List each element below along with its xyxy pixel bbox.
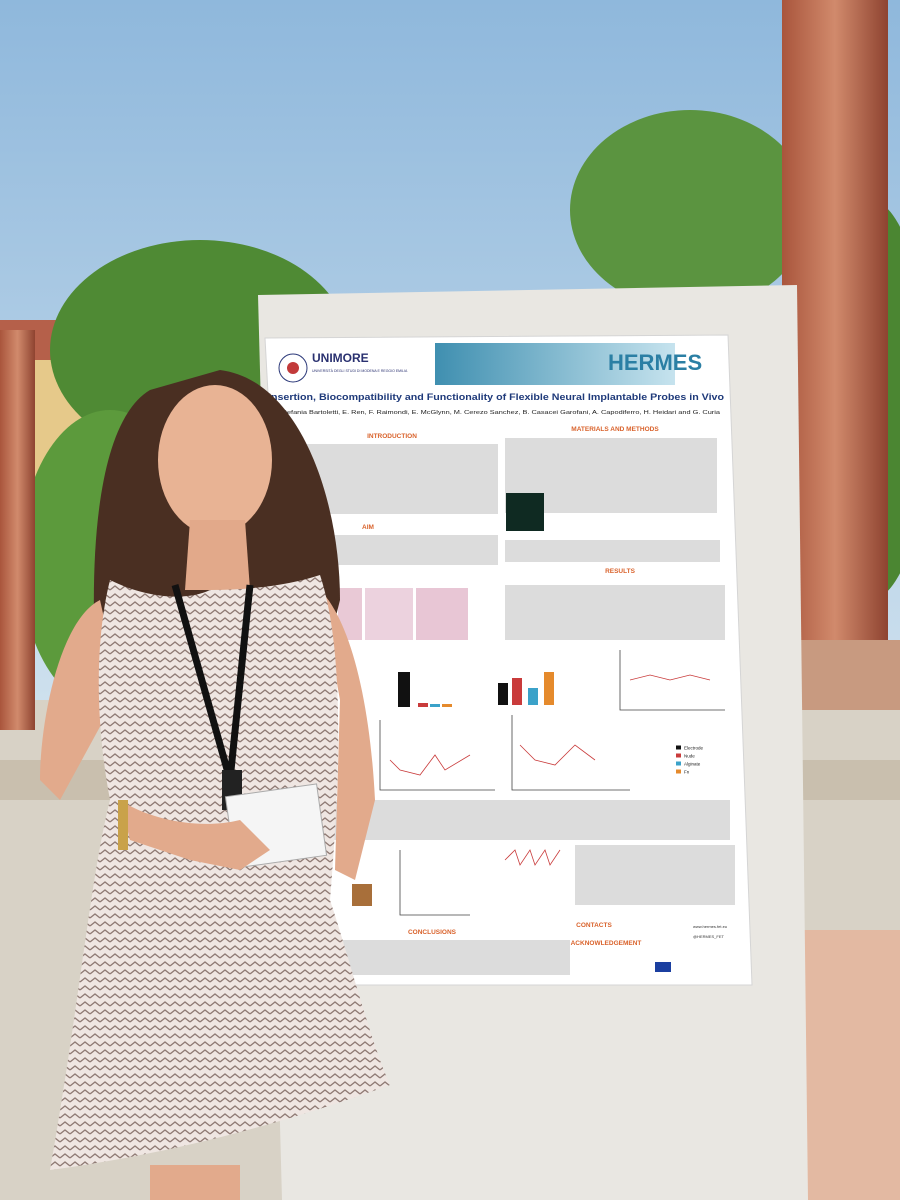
histology-images [338, 588, 468, 640]
shape [379, 650, 725, 916]
shape [442, 704, 452, 707]
shape [150, 1165, 240, 1200]
shape [575, 845, 735, 905]
shape [365, 588, 413, 640]
section-heading: RESULTS [605, 568, 636, 575]
shape [50, 575, 390, 1170]
shape [435, 343, 675, 385]
legend-label: Electrode [684, 746, 704, 751]
logo-left: UNIMORE [312, 351, 369, 365]
section-heading: CONCLUSIONS [408, 929, 457, 936]
result-plots [379, 650, 725, 916]
shape [498, 683, 508, 705]
person [40, 370, 390, 1200]
legend-swatch [676, 761, 681, 766]
legend-swatch [676, 753, 681, 758]
poster-authors: Stefania Bartoletti, E. Ren, F. Raimondi… [280, 410, 720, 416]
logo-left-subtitle: UNIVERSITÀ DEGLI STUDI DI MODENA E REGGI… [312, 369, 408, 373]
shape [430, 704, 440, 707]
legend: Electrode Nude Alginate Fn [676, 745, 704, 775]
logo-right: HERMES [608, 350, 702, 375]
website: www.hermes.fet.eu [693, 924, 727, 929]
shape [185, 520, 250, 590]
shape [398, 672, 410, 707]
shape [800, 930, 900, 1200]
poster-title: Insertion, Biocompatibility and Function… [268, 392, 724, 402]
shape [570, 110, 810, 310]
twitter-handle: @HERMES_FET [693, 934, 725, 939]
section-heading: MATERIALS AND METHODS [571, 426, 659, 433]
shape [118, 800, 128, 850]
section-heading: INTRODUCTION [367, 433, 417, 440]
shape [512, 678, 522, 705]
shape [120, 800, 270, 870]
legend-label: Nude [684, 754, 695, 759]
legend-label: Fn [684, 770, 690, 775]
shape [544, 672, 554, 705]
eu-flag [655, 962, 671, 972]
section-heading: AIM [362, 524, 374, 531]
shape [416, 588, 468, 640]
shape [287, 362, 299, 374]
shape [158, 385, 272, 535]
shape [528, 688, 538, 705]
section-heading: CONTACTS [576, 922, 612, 929]
shape [505, 585, 725, 640]
shape [352, 884, 372, 906]
shape [0, 330, 35, 730]
legend-swatch [676, 745, 681, 750]
shape [330, 940, 570, 975]
shape [389, 674, 711, 866]
micrograph [506, 493, 544, 531]
shape [330, 800, 730, 840]
legend-label: Alginate [684, 762, 701, 767]
legend-swatch [676, 769, 681, 774]
shape [418, 703, 428, 707]
shape [505, 540, 720, 562]
section-heading: ACKNOWLEDGEMENT [571, 940, 642, 947]
